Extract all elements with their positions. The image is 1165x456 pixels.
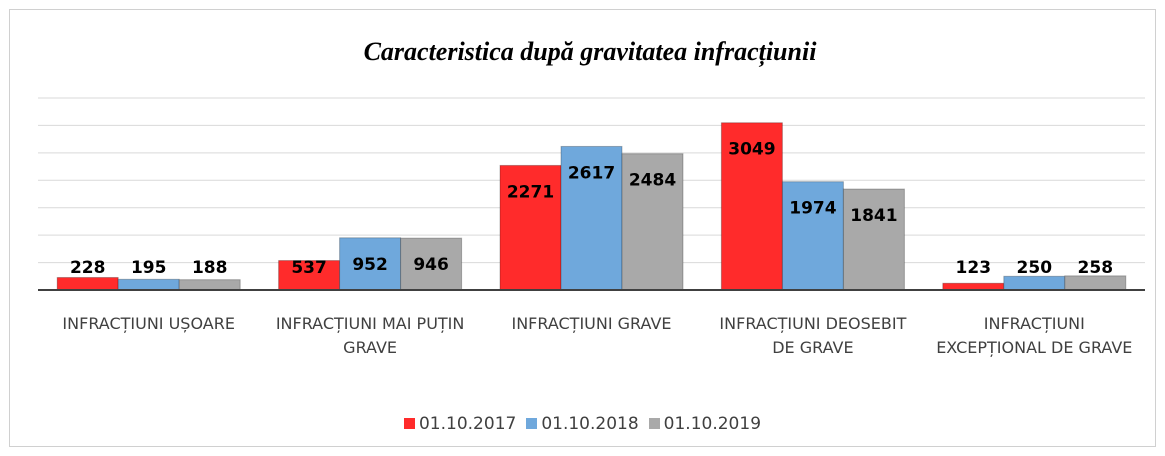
data-label: 195: [131, 258, 167, 278]
data-label: 258: [1078, 258, 1114, 278]
data-label: 188: [192, 258, 228, 278]
x-tick-label: INFRACȚIUNI GRAVE: [511, 314, 672, 333]
legend-label: 01.10.2017: [418, 414, 517, 434]
bar: [56, 276, 119, 291]
x-tick-label: INFRACȚIUNI MAI PUȚIN GRAVE: [275, 314, 465, 357]
legend-label: 01.10.2018: [541, 414, 639, 434]
chart-border: [9, 9, 1156, 447]
data-label: 3049: [728, 140, 775, 160]
x-tick-label: INFRACȚIUNI UȘOARE: [62, 314, 235, 333]
data-label: 946: [413, 255, 449, 275]
data-label: 952: [352, 255, 388, 275]
bar: [499, 164, 562, 291]
bar: [1003, 275, 1066, 291]
legend: 01.10.2017 01.10.2018 01.10.2019: [0, 414, 1165, 434]
bar: [781, 181, 844, 291]
data-label: 537: [291, 258, 327, 278]
data-label: 1974: [789, 199, 836, 219]
bar: [942, 282, 1005, 291]
legend-item: 01.10.2019: [648, 414, 762, 434]
bar: [117, 278, 180, 291]
bar: [621, 153, 684, 291]
bar: [842, 188, 905, 291]
bar: [178, 279, 241, 291]
bar: [560, 145, 623, 291]
bar: [339, 237, 402, 291]
data-label: 1841: [850, 206, 897, 226]
bar: [400, 237, 463, 291]
chart-title: Caracteristica după gravitatea infracțiu…: [364, 37, 818, 67]
x-tick-label: INFRACȚIUNI DEOSEBIT DE GRAVE: [719, 314, 907, 357]
data-label: 2617: [568, 163, 615, 183]
legend-item: 01.10.2017: [403, 414, 517, 434]
legend-label: 01.10.2019: [663, 414, 762, 434]
legend-item: 01.10.2018: [526, 414, 639, 434]
data-label: 2271: [507, 182, 554, 202]
data-label: 250: [1017, 258, 1053, 278]
legend-swatch: [526, 418, 538, 429]
x-tick-label: INFRACȚIUNI EXCEPȚIONAL DE GRAVE: [936, 314, 1133, 357]
legend-swatch: [403, 418, 415, 429]
legend-swatch: [648, 418, 660, 429]
data-label: 228: [70, 258, 106, 278]
data-label: 2484: [629, 171, 676, 191]
data-label: 123: [956, 258, 992, 278]
